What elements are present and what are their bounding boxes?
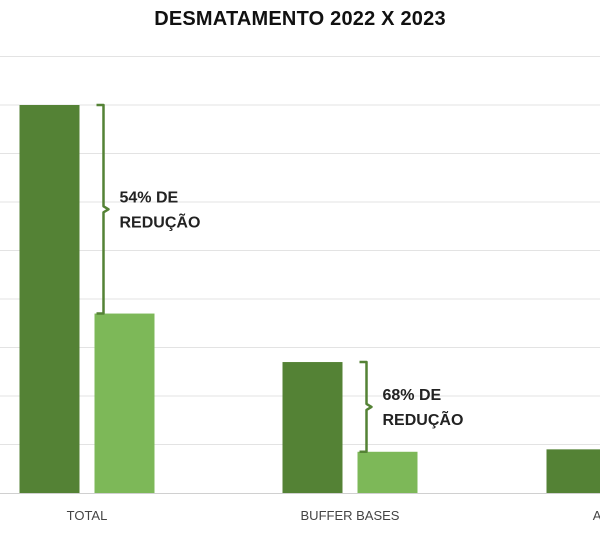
reduction-bracket (359, 360, 373, 454)
bar (357, 451, 418, 493)
bar (282, 362, 343, 493)
bar (94, 313, 155, 493)
bar (546, 449, 600, 493)
annotations: 54% DE REDUÇÃO 68% DE REDUÇÃO (96, 103, 464, 454)
chart-title: DESMATAMENTO 2022 X 2023 (154, 8, 446, 30)
bars (19, 105, 600, 493)
reduction-bracket (96, 103, 110, 315)
bar (19, 105, 80, 493)
x-tick-labels: TOTAL BUFFER BASES APUI E (67, 508, 600, 523)
reduction-label: 54% DE (120, 189, 179, 206)
x-tick-label: BUFFER BASES (301, 508, 400, 523)
x-tick-label: APUI E (593, 508, 600, 523)
reduction-label: REDUÇÃO (120, 211, 201, 231)
reduction-label: 68% DE (383, 387, 442, 404)
x-tick-label: TOTAL (67, 508, 108, 523)
reduction-label: REDUÇÃO (383, 409, 464, 429)
